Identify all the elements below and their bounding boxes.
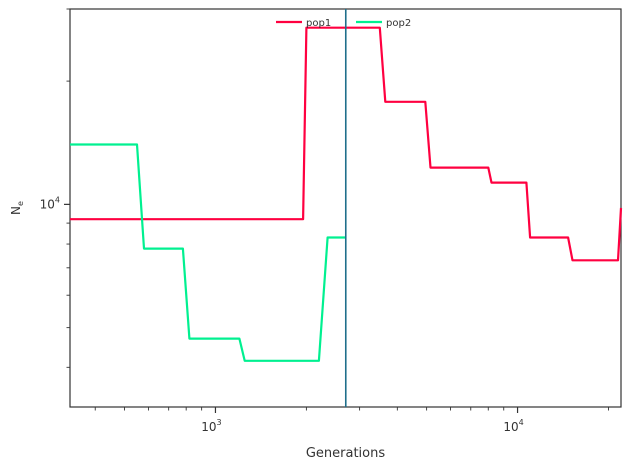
x-axis-label: Generations [306,446,386,461]
tick-layer: 103 104 104 [40,8,609,434]
legend: pop1 pop2 [276,18,411,29]
x-tick-label: 103 [201,418,221,434]
series-layer [70,9,623,407]
legend-label-pop2: pop2 [386,18,411,29]
y-axis-label-subscript: e [16,201,25,206]
x-tick-label: 104 [503,418,523,434]
series-line-pop1 [70,26,623,262]
series-line-pop2 [70,143,346,362]
y-axis-label: Ne [9,201,25,215]
y-tick-label: 104 [40,195,60,211]
legend-label-pop1: pop1 [306,18,331,29]
